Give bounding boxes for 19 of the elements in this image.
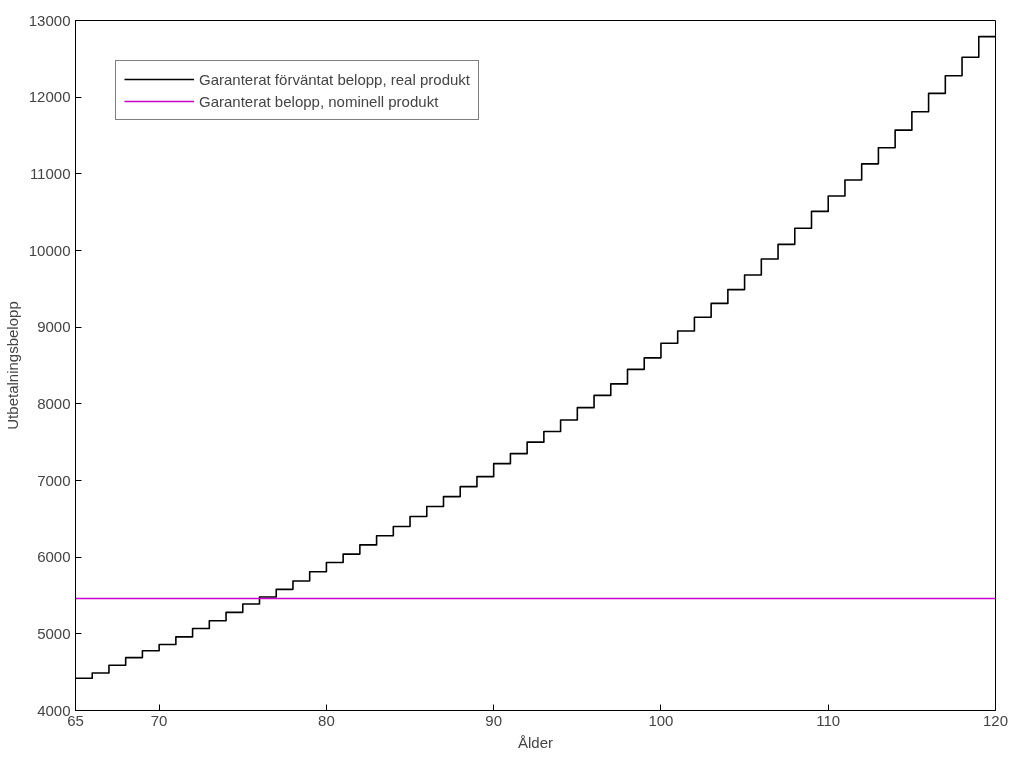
x-tick-label: 80	[318, 711, 335, 729]
x-tick-label: 120	[982, 711, 1009, 729]
y-tick-label: 12000	[28, 88, 71, 106]
x-tick-label: 100	[648, 711, 674, 729]
y-tick-label: 11000	[29, 164, 71, 182]
x-axis-title: Ålder	[517, 733, 554, 751]
legend-label: Garanterat belopp, nominell produkt	[199, 92, 439, 110]
y-axis-title: Utbetalningsbelopp	[3, 301, 21, 430]
y-tick-label: 8000	[37, 394, 71, 412]
x-tick-label: 110	[816, 711, 841, 729]
legend-label: Garanterat förväntat belopp, real produkt	[199, 70, 470, 88]
x-tick-label: 70	[150, 711, 168, 729]
y-tick-label: 13000	[28, 11, 71, 29]
y-tick-label: 9000	[37, 318, 71, 336]
y-tick-label: 5000	[37, 624, 71, 642]
y-tick-label: 6000	[37, 548, 71, 566]
y-tick-label: 10000	[28, 241, 71, 259]
x-tick-label: 90	[485, 711, 503, 729]
y-tick-label: 7000	[37, 471, 71, 489]
